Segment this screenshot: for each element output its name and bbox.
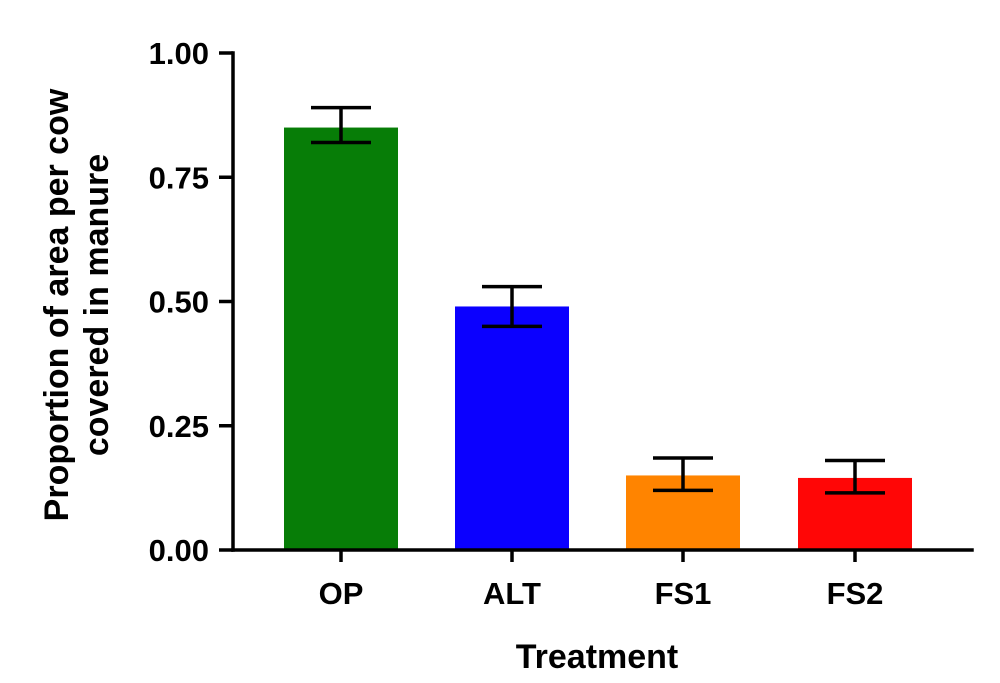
y-axis-title: Proportion of area per cow covered in ma… [38, 88, 116, 521]
bar-op [284, 127, 398, 551]
x-tick-label: FS1 [655, 576, 712, 611]
y-axis-title-line-2: covered in manure [78, 154, 116, 456]
x-tick-label: FS2 [827, 576, 884, 611]
bars-layer [284, 127, 912, 551]
error-bars-layer [311, 105, 885, 495]
x-tick-label: ALT [483, 576, 541, 611]
y-tick-label: 0.00 [149, 533, 209, 568]
y-axis-title-line-1: Proportion of area per cow [38, 88, 76, 521]
y-tick-label: 0.75 [149, 160, 209, 195]
y-tick-label: 0.25 [149, 409, 209, 444]
y-ticks-layer: 0.00 0.25 0.50 0.75 1.00 [149, 36, 233, 568]
bar-alt [455, 306, 569, 550]
y-tick-label: 0.50 [149, 285, 209, 320]
x-tick-label: OP [319, 576, 364, 611]
x-ticks-layer: OP ALT FS1 FS2 [319, 550, 884, 611]
x-axis-title: Treatment [516, 638, 679, 676]
y-tick-label: 1.00 [149, 36, 209, 71]
